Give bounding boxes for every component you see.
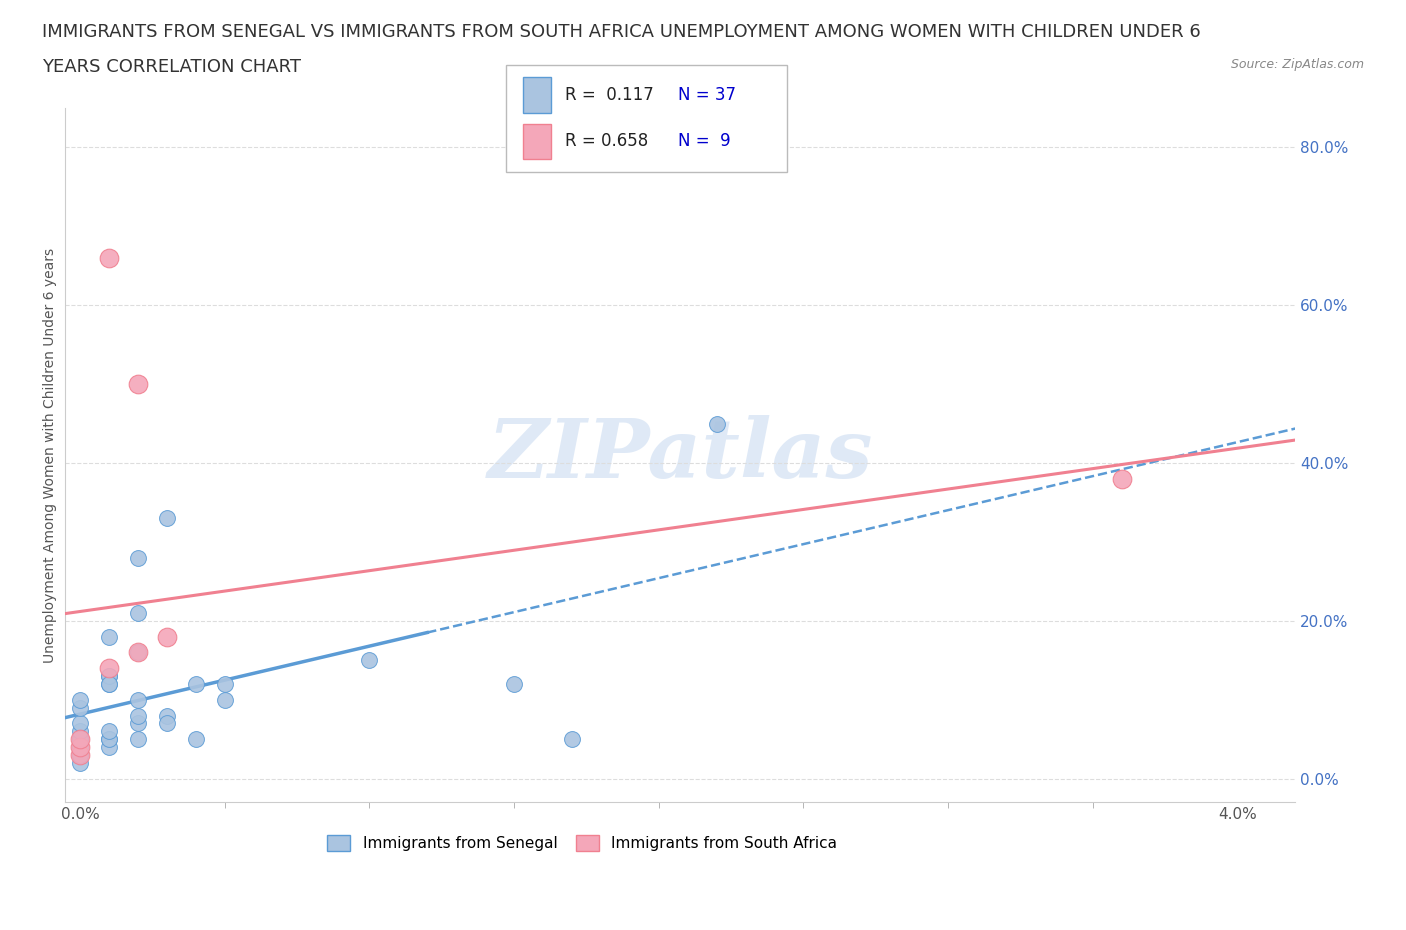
Point bbox=[97, 677, 120, 692]
Point bbox=[359, 653, 381, 668]
Point bbox=[69, 748, 91, 763]
Point bbox=[127, 692, 149, 707]
Point bbox=[127, 732, 149, 747]
Point bbox=[156, 511, 179, 525]
Point bbox=[1111, 472, 1133, 486]
Point bbox=[156, 708, 179, 723]
Point bbox=[184, 732, 207, 747]
Point bbox=[69, 732, 91, 747]
Point bbox=[69, 748, 91, 763]
Point bbox=[97, 677, 120, 692]
Point bbox=[69, 739, 91, 754]
Text: YEARS CORRELATION CHART: YEARS CORRELATION CHART bbox=[42, 58, 301, 75]
Text: R =  0.117: R = 0.117 bbox=[565, 86, 654, 104]
Point bbox=[156, 630, 179, 644]
Point bbox=[184, 677, 207, 692]
Point bbox=[127, 708, 149, 723]
Text: ZIPatlas: ZIPatlas bbox=[488, 415, 873, 495]
Point bbox=[69, 739, 91, 754]
Point bbox=[97, 724, 120, 738]
Point bbox=[69, 732, 91, 747]
Point bbox=[69, 700, 91, 715]
Point bbox=[214, 677, 236, 692]
Point bbox=[127, 716, 149, 731]
Point bbox=[69, 724, 91, 738]
Text: IMMIGRANTS FROM SENEGAL VS IMMIGRANTS FROM SOUTH AFRICA UNEMPLOYMENT AMONG WOMEN: IMMIGRANTS FROM SENEGAL VS IMMIGRANTS FR… bbox=[42, 23, 1201, 41]
Point bbox=[214, 692, 236, 707]
Legend: Immigrants from Senegal, Immigrants from South Africa: Immigrants from Senegal, Immigrants from… bbox=[321, 829, 842, 857]
Y-axis label: Unemployment Among Women with Children Under 6 years: Unemployment Among Women with Children U… bbox=[44, 247, 58, 663]
Text: N = 37: N = 37 bbox=[678, 86, 735, 104]
Point bbox=[127, 645, 149, 660]
Point bbox=[127, 377, 149, 392]
Point bbox=[69, 716, 91, 731]
Point bbox=[97, 630, 120, 644]
Point bbox=[69, 692, 91, 707]
Point bbox=[97, 739, 120, 754]
Point bbox=[97, 661, 120, 676]
Point bbox=[69, 732, 91, 747]
Text: R = 0.658: R = 0.658 bbox=[565, 132, 648, 151]
Point bbox=[69, 748, 91, 763]
Point bbox=[706, 417, 728, 432]
Point bbox=[97, 732, 120, 747]
Point bbox=[69, 755, 91, 770]
Point bbox=[503, 677, 526, 692]
Point bbox=[127, 645, 149, 660]
Point bbox=[127, 551, 149, 565]
Point bbox=[97, 669, 120, 684]
Point bbox=[97, 732, 120, 747]
Point bbox=[156, 716, 179, 731]
Text: N =  9: N = 9 bbox=[678, 132, 730, 151]
Point bbox=[561, 732, 583, 747]
Point bbox=[97, 669, 120, 684]
Point bbox=[127, 605, 149, 620]
Text: Source: ZipAtlas.com: Source: ZipAtlas.com bbox=[1230, 58, 1364, 71]
Point bbox=[97, 250, 120, 265]
